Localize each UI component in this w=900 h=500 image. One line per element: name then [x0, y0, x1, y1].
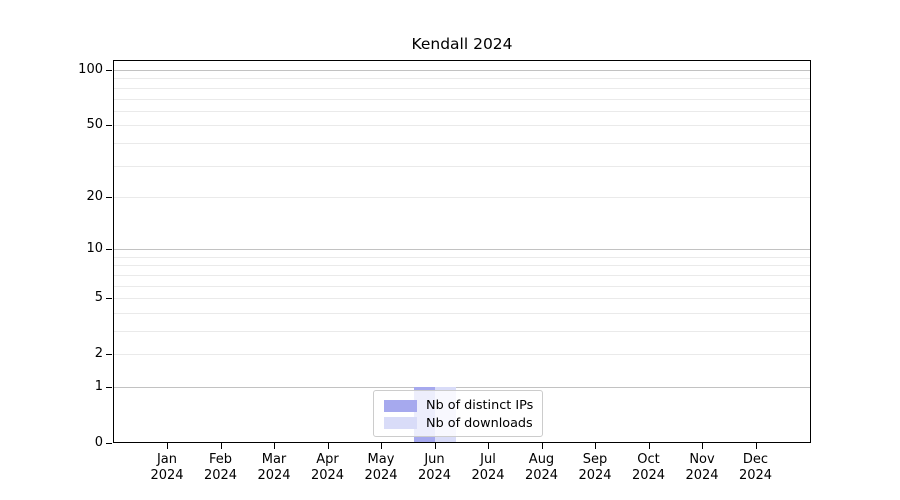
x-tick-month: Jul — [480, 452, 496, 467]
x-tick-label: May 2024 — [353, 452, 409, 483]
x-tick-mark — [381, 443, 382, 449]
legend-label: Nb of downloads — [426, 415, 533, 431]
legend-item: Nb of distinct IPs — [384, 397, 534, 415]
x-tick-mark — [434, 443, 436, 449]
x-tick-label: Aug 2024 — [514, 452, 570, 483]
y-gridline-major — [113, 70, 810, 71]
x-tick-label: Oct 2024 — [621, 452, 677, 483]
y-gridline-minor — [113, 331, 810, 332]
x-tick-year: 2024 — [364, 467, 398, 483]
y-tick-mark — [106, 298, 112, 300]
x-tick-mark — [755, 443, 757, 449]
x-tick-year: 2024 — [310, 467, 345, 483]
x-tick-label: Sep 2024 — [567, 452, 623, 483]
legend-swatch-icon — [384, 399, 417, 412]
y-gridline-minor — [113, 78, 810, 80]
x-tick-mark — [648, 443, 650, 449]
y-tick-label: 0 — [94, 435, 103, 450]
y-gridline-minor — [113, 285, 810, 287]
x-tick-year: 2024 — [578, 467, 612, 483]
y-tick-mark — [106, 125, 112, 127]
x-tick-mark — [488, 443, 489, 449]
y-gridline-major — [113, 249, 810, 251]
x-tick-label: Dec 2024 — [728, 452, 784, 483]
y-tick-label: 50 — [86, 117, 103, 133]
x-tick-label: Jan 2024 — [139, 452, 195, 483]
x-tick-month: Jun — [424, 452, 445, 467]
x-tick-label: Jul 2024 — [460, 452, 516, 483]
legend: Nb of distinct IPs Nb of downloads — [373, 390, 543, 437]
x-tick-label: Jun 2024 — [407, 452, 463, 483]
y-tick-label: 10 — [86, 241, 103, 257]
x-tick-month: Mar — [261, 452, 287, 467]
y-gridline-minor — [113, 274, 810, 276]
x-tick-year: 2024 — [150, 467, 184, 483]
x-tick-mark — [327, 443, 329, 449]
y-gridline-minor — [113, 87, 810, 89]
x-tick-year: 2024 — [203, 467, 238, 483]
y-tick-mark — [106, 443, 112, 444]
y-gridline-minor — [113, 312, 810, 314]
chart-title: Kendall 2024 — [411, 35, 513, 53]
y-tick-label: 1 — [94, 379, 103, 394]
x-tick-month: Apr — [316, 452, 339, 467]
x-tick-mark — [167, 443, 168, 449]
y-tick-label: 100 — [78, 62, 103, 77]
x-tick-year: 2024 — [685, 467, 719, 483]
y-gridline-major — [113, 387, 810, 388]
x-tick-month: Sep — [582, 452, 608, 467]
y-gridline-minor — [113, 256, 810, 258]
y-gridline-minor — [113, 196, 810, 198]
y-tick-mark — [106, 70, 112, 71]
x-tick-year: 2024 — [417, 467, 452, 483]
y-tick-mark — [106, 387, 112, 388]
x-tick-month: Feb — [208, 452, 233, 467]
x-tick-year: 2024 — [738, 467, 773, 483]
y-gridline-minor — [113, 110, 810, 112]
y-gridline-minor — [113, 165, 810, 167]
x-tick-month: Nov — [689, 452, 715, 467]
x-tick-month: Aug — [528, 452, 555, 467]
y-gridline-minor — [113, 354, 810, 356]
x-tick-month: Oct — [637, 452, 660, 467]
y-gridline-minor — [113, 142, 810, 144]
x-tick-label: Apr 2024 — [300, 452, 356, 483]
y-tick-mark — [106, 196, 112, 198]
x-tick-month: Jan — [156, 452, 178, 467]
legend-label: Nb of distinct IPs — [426, 398, 534, 414]
y-gridline-minor — [113, 265, 810, 267]
plot-area-border — [113, 60, 811, 443]
x-tick-month: May — [367, 452, 395, 467]
x-tick-mark — [220, 443, 222, 449]
y-tick-mark — [106, 249, 112, 251]
x-tick-year: 2024 — [631, 467, 666, 483]
x-tick-mark — [274, 443, 275, 449]
x-tick-mark — [702, 443, 703, 449]
y-tick-label: 2 — [94, 346, 103, 362]
x-tick-mark — [541, 443, 543, 449]
legend-swatch-icon — [384, 417, 417, 430]
x-tick-year: 2024 — [524, 467, 559, 483]
x-tick-year: 2024 — [257, 467, 291, 483]
y-gridline-minor — [113, 98, 810, 100]
x-tick-mark — [595, 443, 596, 449]
y-tick-label: 5 — [94, 290, 103, 306]
legend-item: Nb of downloads — [384, 415, 533, 433]
y-gridline-minor — [113, 125, 810, 127]
x-tick-month: Dec — [742, 452, 769, 467]
x-tick-year: 2024 — [471, 467, 505, 483]
x-tick-label: Mar 2024 — [246, 452, 302, 483]
y-gridline-minor — [113, 298, 810, 300]
y-tick-label: 20 — [86, 188, 103, 204]
y-tick-mark — [106, 354, 112, 356]
x-tick-label: Feb 2024 — [193, 452, 249, 483]
x-tick-label: Nov 2024 — [674, 452, 730, 483]
